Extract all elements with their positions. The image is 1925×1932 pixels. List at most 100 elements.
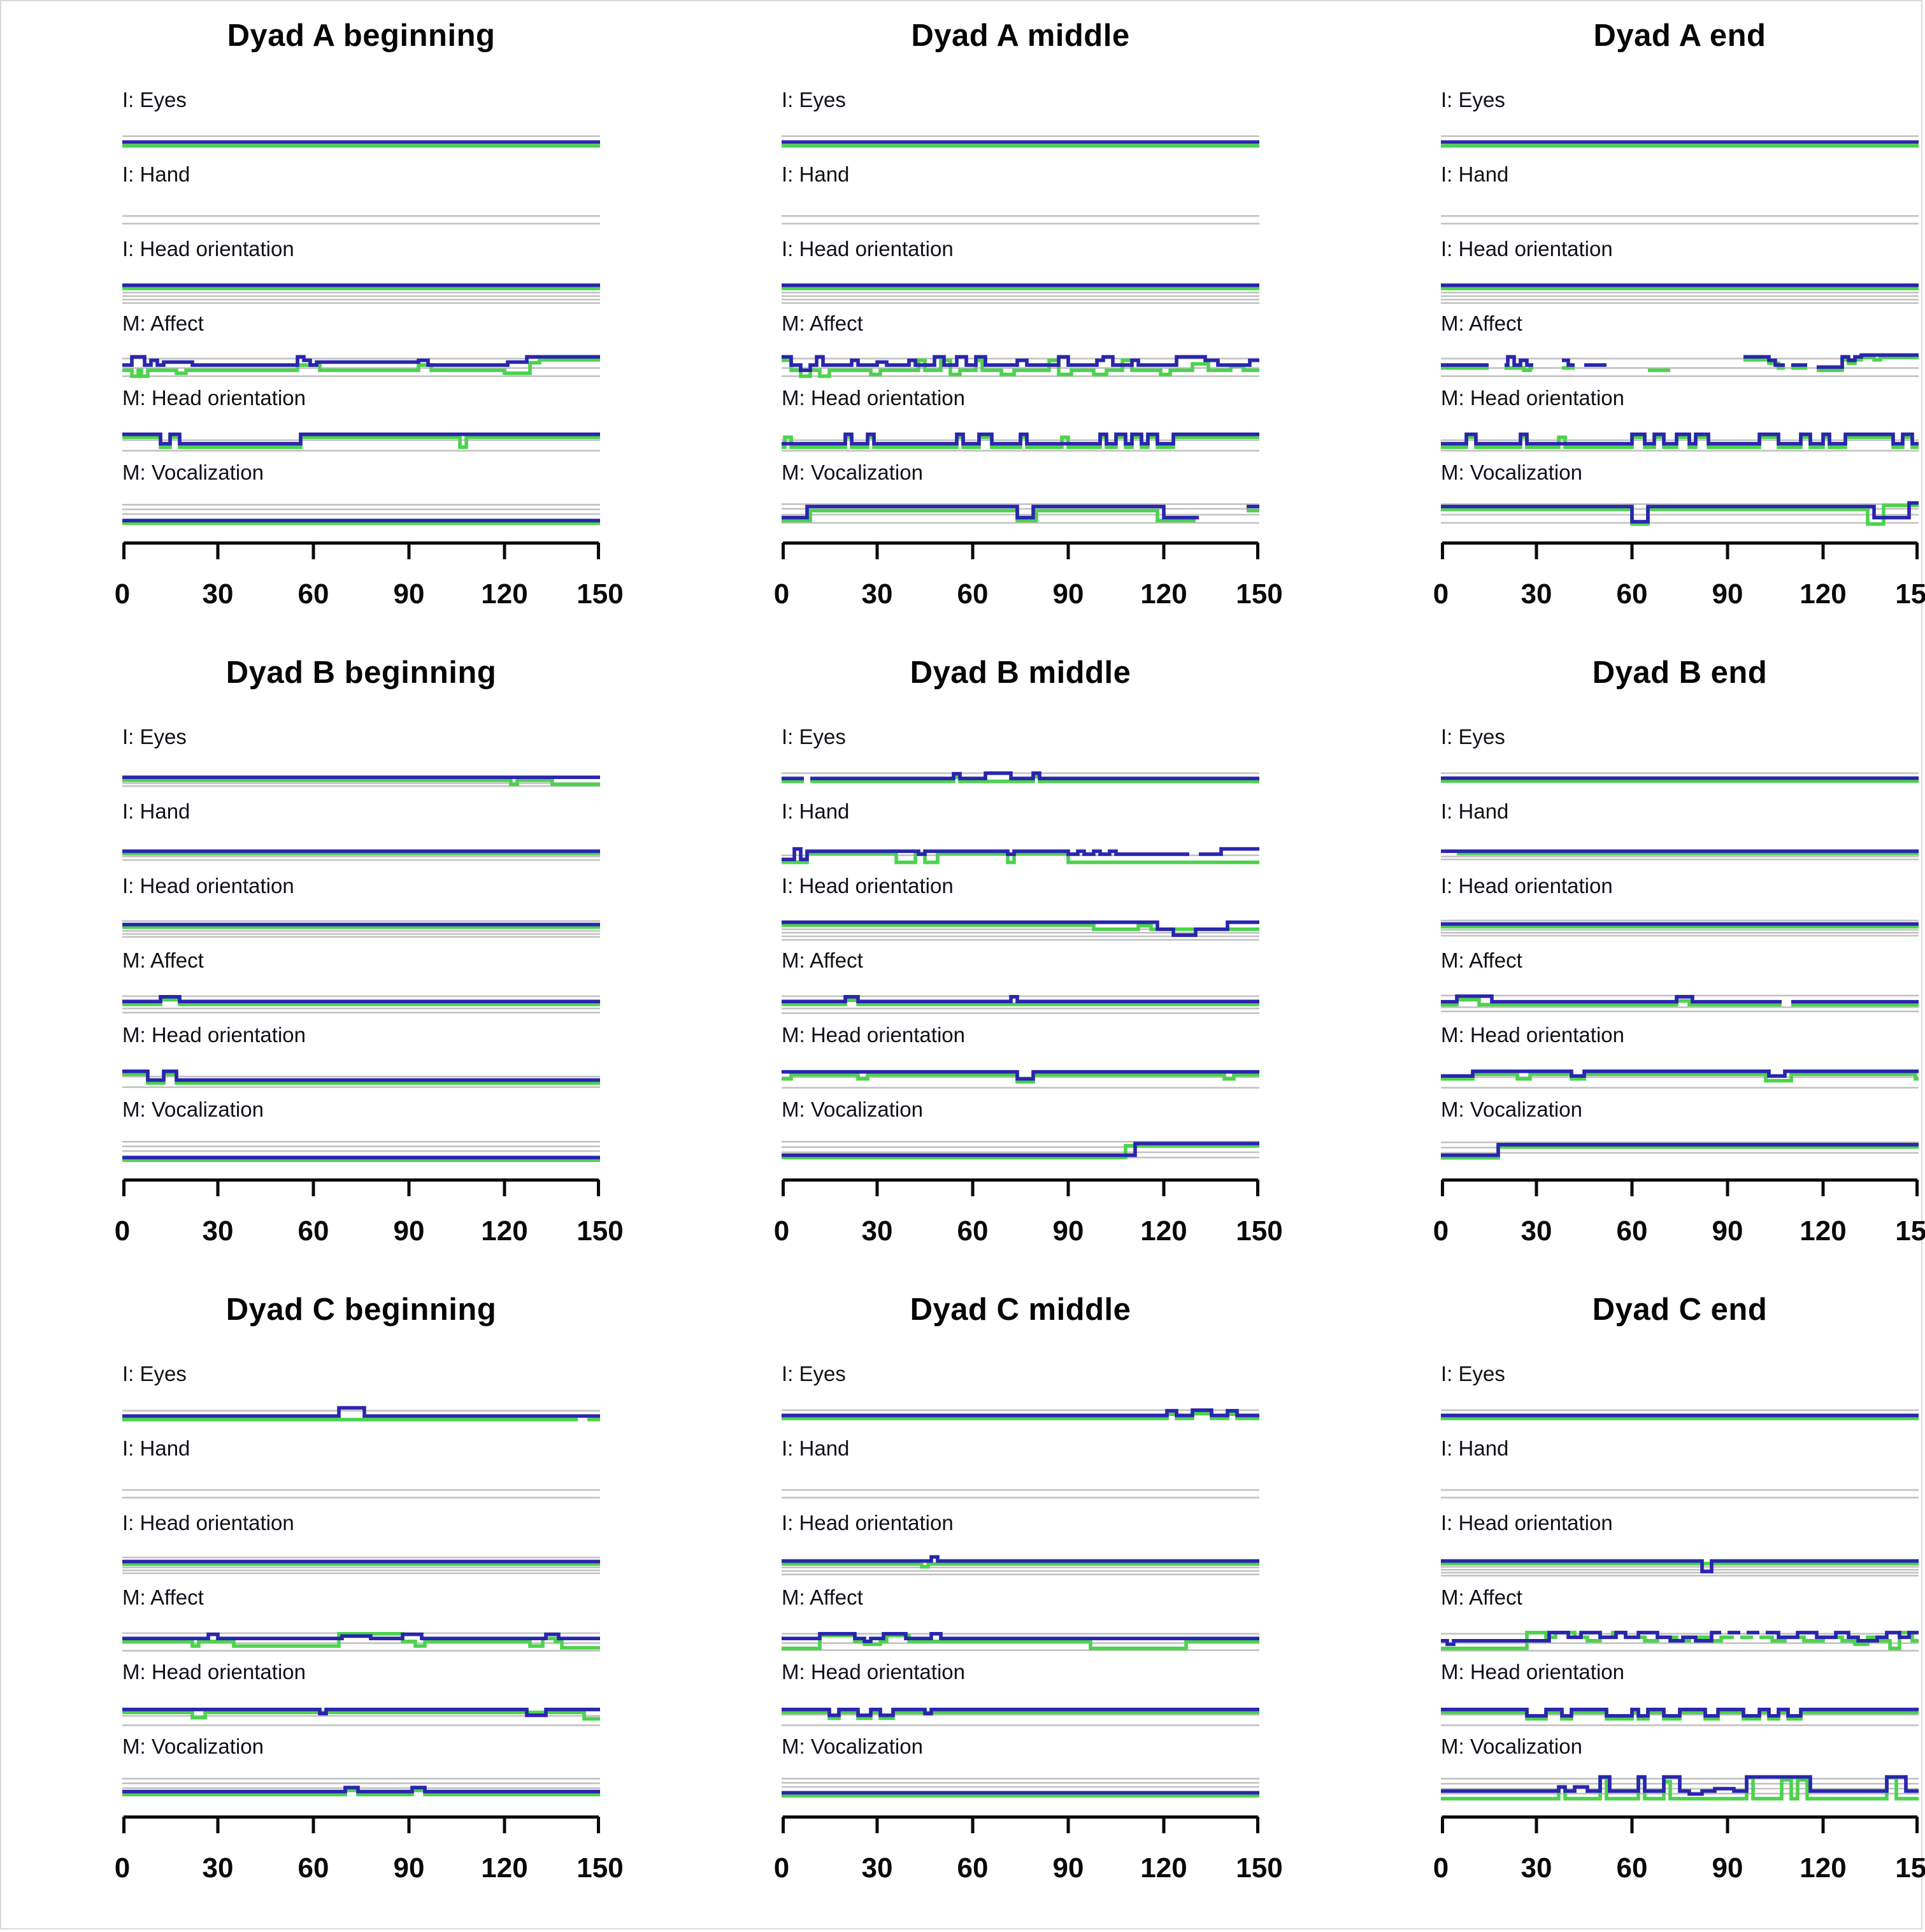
track-plot (1441, 1631, 1919, 1652)
track: M: Affect (782, 948, 1259, 1023)
panel-title: Dyad C beginning (225, 1292, 497, 1327)
track: I: Eyes (122, 88, 600, 162)
track: I: Head orientation (122, 1511, 600, 1585)
track-plot (122, 135, 600, 148)
x-tick-labels: 0 30 60 90 120 150 (1433, 578, 1925, 619)
track-plot (782, 1555, 1259, 1576)
track-label: I: Eyes (782, 725, 846, 748)
x-tick-label: 150 (1236, 578, 1283, 610)
x-tick-label: 150 (576, 578, 624, 610)
track-plot (1441, 1141, 1919, 1160)
track: M: Head orientation (782, 1023, 1259, 1098)
track: M: Vocalization (1441, 461, 1919, 535)
track: I: Head orientation (1441, 874, 1919, 948)
track-plot (1441, 1775, 1919, 1801)
track-label: M: Vocalization (122, 461, 264, 484)
track-plot (1441, 772, 1919, 784)
track-plot (1441, 1489, 1919, 1499)
x-tick-labels: 0 30 60 90 120 150 (774, 1852, 1283, 1893)
track-label: I: Eyes (1441, 88, 1505, 111)
x-tick-label: 60 (297, 1852, 329, 1884)
track: M: Head orientation (1441, 386, 1919, 461)
track-plot (122, 1406, 600, 1422)
panel-dyad-c-end: Dyad C end I: Eyes I: Hand I: Head orienta… (1433, 1282, 1925, 1919)
x-tick-label: 150 (1895, 578, 1925, 610)
x-tick-label: 60 (1616, 578, 1648, 610)
track-list: I: Eyes I: Hand I: Head orientation M: Affe… (782, 1362, 1259, 1809)
x-tick-labels: 0 30 60 90 120 150 (115, 1852, 624, 1893)
track: I: Head orientation (782, 874, 1259, 948)
track-label: M: Head orientation (782, 1023, 965, 1047)
track: M: Affect (1441, 948, 1919, 1023)
track-label: M: Vocalization (122, 1098, 264, 1121)
x-axis (782, 541, 1259, 559)
track-list: I: Eyes I: Hand I: Head orientation M: Affe… (122, 725, 600, 1172)
track-plot (1441, 994, 1919, 1013)
track: I: Head orientation (1441, 237, 1919, 311)
track-list: I: Eyes I: Hand I: Head orientation M: Affe… (1441, 725, 1919, 1172)
track-list: I: Eyes I: Hand I: Head orientation M: Affe… (782, 88, 1259, 535)
track: M: Head orientation (122, 1660, 600, 1735)
x-tick-label: 90 (393, 578, 425, 610)
track-plot (122, 1556, 600, 1575)
panel-title: Dyad A beginning (227, 18, 496, 53)
track: I: Hand (782, 162, 1259, 237)
track-label: I: Hand (782, 799, 850, 823)
track: M: Head orientation (1441, 1660, 1919, 1735)
track-plot (122, 1489, 600, 1499)
track-plot (1441, 501, 1919, 526)
track: M: Affect (782, 311, 1259, 386)
track: I: Hand (1441, 799, 1919, 874)
track: M: Affect (122, 1585, 600, 1660)
track-label: M: Affect (782, 948, 863, 972)
x-tick-label: 90 (393, 1215, 425, 1247)
track: M: Vocalization (122, 1735, 600, 1809)
x-tick-label: 60 (957, 578, 989, 610)
track-label: M: Vocalization (782, 1735, 923, 1758)
x-tick-label: 120 (1800, 578, 1847, 610)
x-tick-label: 120 (481, 1215, 528, 1247)
track: I: Eyes (782, 1362, 1259, 1436)
track-label: I: Eyes (782, 1362, 846, 1385)
track-label: M: Affect (1441, 311, 1522, 335)
x-tick-label: 120 (1140, 578, 1187, 610)
panel-title: Dyad B middle (910, 655, 1131, 690)
track-plot (782, 503, 1259, 524)
track-plot (782, 1632, 1259, 1651)
track-plot (1441, 283, 1919, 304)
x-tick-labels: 0 30 60 90 120 150 (1433, 1852, 1925, 1893)
track: I: Hand (122, 799, 600, 874)
track-plot (1441, 433, 1919, 452)
track-plot (122, 1632, 600, 1652)
track: M: Vocalization (122, 1098, 600, 1172)
panel-dyad-b-beginning: Dyad B beginning I: Eyes I: Hand I: Head o… (115, 645, 624, 1282)
track-plot (1441, 1409, 1919, 1420)
panel-dyad-a-beginning: Dyad A beginning I: Eyes I: Hand I: Head o… (115, 8, 624, 645)
x-axis (782, 1178, 1259, 1196)
x-tick-label: 150 (576, 1852, 624, 1884)
track-plot (782, 1141, 1259, 1159)
track: M: Head orientation (122, 1023, 600, 1098)
track-label: M: Affect (1441, 948, 1522, 972)
x-tick-label: 90 (393, 1852, 425, 1884)
track: I: Hand (1441, 162, 1919, 237)
track-plot (782, 135, 1259, 148)
x-tick-label: 90 (1052, 578, 1084, 610)
track-plot (122, 355, 600, 378)
track-plot (782, 995, 1259, 1014)
track-label: I: Eyes (122, 88, 187, 111)
track-label: I: Head orientation (1441, 237, 1613, 261)
track-label: I: Head orientation (122, 1511, 294, 1535)
x-tick-label: 90 (1052, 1852, 1084, 1884)
x-tick-label: 150 (1236, 1852, 1283, 1884)
track-plot (122, 995, 600, 1013)
x-tick-label: 0 (1433, 578, 1449, 610)
track-label: M: Affect (782, 1585, 863, 1609)
track-plot (122, 283, 600, 304)
x-tick-label: 120 (481, 1852, 528, 1884)
track-label: I: Eyes (1441, 725, 1505, 748)
track-list: I: Eyes I: Hand I: Head orientation M: Affe… (122, 88, 600, 535)
track-label: M: Head orientation (782, 1660, 965, 1684)
track-plot (122, 504, 600, 526)
